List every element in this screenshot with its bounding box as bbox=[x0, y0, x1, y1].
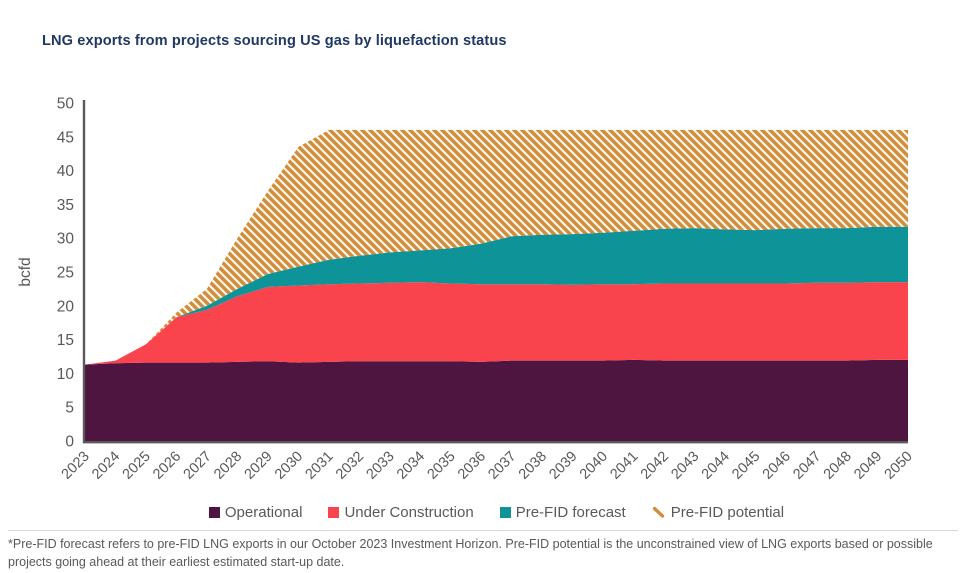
x-axis-labels: 2023202420252026202720282029203020312032… bbox=[59, 449, 916, 483]
legend-label-pre-fid-forecast: Pre-FID forecast bbox=[515, 503, 626, 521]
legend-item-pre-fid-potential: Pre-FID potential bbox=[652, 504, 784, 521]
area-pre-fid-forecast bbox=[85, 226, 908, 365]
svg-text:45: 45 bbox=[57, 129, 74, 146]
area-pre-fid-potential bbox=[85, 130, 908, 365]
svg-text:2045: 2045 bbox=[729, 449, 763, 483]
y-axis-title: bcfd bbox=[17, 257, 34, 286]
svg-text:10: 10 bbox=[57, 366, 75, 383]
legend-label-under-construction: Under Construction bbox=[344, 503, 474, 521]
area-operational bbox=[85, 359, 908, 441]
legend-item-under-construction: Under Construction bbox=[328, 503, 474, 521]
svg-text:2035: 2035 bbox=[424, 449, 458, 483]
operational-swatch-icon bbox=[208, 506, 220, 518]
svg-text:2024: 2024 bbox=[89, 449, 123, 483]
svg-text:2036: 2036 bbox=[455, 449, 489, 483]
svg-text:2044: 2044 bbox=[699, 449, 733, 483]
svg-text:2047: 2047 bbox=[790, 449, 824, 483]
svg-text:50: 50 bbox=[57, 96, 75, 113]
svg-text:2037: 2037 bbox=[485, 449, 519, 483]
svg-text:2043: 2043 bbox=[668, 449, 702, 483]
chart-title: LNG exports from projects sourcing US ga… bbox=[42, 33, 507, 49]
svg-text:2046: 2046 bbox=[760, 449, 794, 483]
svg-text:2030: 2030 bbox=[272, 449, 306, 483]
chart-footnote: *Pre-FID forecast refers to pre-FID LNG … bbox=[8, 530, 958, 572]
legend-label-operational: Operational bbox=[224, 503, 303, 521]
svg-text:2028: 2028 bbox=[211, 449, 245, 483]
pre-fid-forecast-swatch-icon bbox=[499, 506, 511, 518]
pre-fid-potential-stroke-icon bbox=[652, 506, 666, 519]
svg-text:15: 15 bbox=[57, 332, 74, 349]
svg-text:2032: 2032 bbox=[333, 449, 367, 483]
svg-text:40: 40 bbox=[57, 163, 75, 180]
y-axis-labels: 0 5 10 15 20 25 30 35 40 45 50 bbox=[57, 96, 75, 451]
svg-text:2039: 2039 bbox=[546, 449, 580, 483]
svg-text:2034: 2034 bbox=[394, 449, 428, 483]
legend-item-operational: Operational bbox=[208, 503, 303, 521]
svg-text:30: 30 bbox=[57, 231, 75, 248]
legend-item-pre-fid-forecast: Pre-FID forecast bbox=[499, 503, 626, 521]
svg-text:2023: 2023 bbox=[59, 449, 93, 483]
svg-text:2049: 2049 bbox=[851, 449, 885, 483]
svg-text:0: 0 bbox=[65, 434, 74, 451]
under-construction-swatch-icon bbox=[328, 506, 340, 518]
axes bbox=[82, 100, 908, 444]
svg-text:2041: 2041 bbox=[607, 449, 641, 483]
svg-text:2027: 2027 bbox=[181, 449, 215, 483]
svg-text:2033: 2033 bbox=[364, 449, 398, 483]
svg-text:25: 25 bbox=[57, 265, 74, 282]
chart-legend: Operational Under Construction Pre-FID f… bbox=[85, 502, 908, 522]
svg-text:35: 35 bbox=[57, 197, 74, 214]
svg-text:2040: 2040 bbox=[577, 449, 611, 483]
svg-text:5: 5 bbox=[65, 400, 74, 417]
svg-text:2025: 2025 bbox=[120, 449, 154, 483]
svg-text:2029: 2029 bbox=[242, 449, 276, 483]
svg-text:2048: 2048 bbox=[821, 449, 855, 483]
svg-text:2042: 2042 bbox=[638, 449, 672, 483]
area-under-construction bbox=[85, 282, 908, 365]
stacked-area-chart-canvas: 05101520253035404550bcfd2023202420252026… bbox=[17, 96, 916, 483]
svg-text:2026: 2026 bbox=[150, 449, 184, 483]
svg-text:2031: 2031 bbox=[303, 449, 337, 483]
legend-label-pre-fid-potential: Pre-FID potential bbox=[670, 503, 785, 521]
svg-text:2050: 2050 bbox=[882, 449, 916, 483]
svg-text:20: 20 bbox=[57, 298, 75, 315]
svg-text:2038: 2038 bbox=[516, 449, 550, 483]
